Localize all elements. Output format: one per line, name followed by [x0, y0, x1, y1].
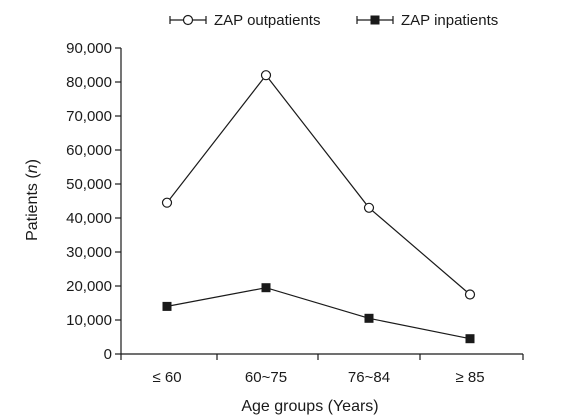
data-point-outpatients — [464, 289, 476, 300]
series-line-0 — [166, 74, 471, 295]
x-tick-label: ≥ 85 — [455, 369, 484, 386]
data-point-inpatients — [465, 334, 475, 344]
legend-marker-inpatients — [370, 15, 380, 25]
y-tick-label: 70,000 — [66, 108, 112, 125]
y-tick-label: 90,000 — [66, 40, 112, 57]
legend-label: ZAP inpatients — [401, 12, 498, 29]
data-point-outpatients — [161, 197, 173, 208]
data-point-inpatients — [364, 313, 374, 323]
y-axis-title-text: Patients ( — [24, 173, 41, 241]
legend-marker-outpatients — [182, 14, 194, 26]
data-point-outpatients — [260, 70, 272, 81]
x-tick-label: 60~75 — [245, 369, 287, 386]
x-tick-label: 76~84 — [348, 369, 390, 386]
y-tick-label: 0 — [104, 346, 112, 363]
y-tick-label: 60,000 — [66, 142, 112, 159]
y-tick-label: 30,000 — [66, 244, 112, 261]
y-tick-label: 10,000 — [66, 312, 112, 329]
data-point-outpatients — [363, 202, 375, 213]
y-axis-title: Patients (n) — [24, 159, 41, 241]
x-tick-label: ≤ 60 — [152, 369, 181, 386]
x-axis: ≤ 60 60~75 76~84 ≥ 85 — [120, 353, 524, 386]
data-point-inpatients — [261, 283, 271, 293]
y-tick-label: 50,000 — [66, 176, 112, 193]
y-axis-title-italic: n — [24, 164, 41, 173]
y-tick-label: 40,000 — [66, 210, 112, 227]
legend: ZAP outpatients ZAP inpatients — [169, 12, 498, 29]
plot-area — [161, 70, 476, 344]
data-point-inpatients — [162, 301, 172, 311]
legend-label: ZAP outpatients — [214, 12, 320, 29]
x-axis-title: Age groups (Years) — [241, 398, 378, 415]
y-tick-label: 80,000 — [66, 74, 112, 91]
series-line-1 — [166, 287, 471, 340]
y-tick-label: 20,000 — [66, 278, 112, 295]
y-axis-title-close: ) — [24, 159, 41, 164]
y-axis: 0 10,000 20,000 30,000 40,000 50,000 60,000 70,… — [66, 40, 122, 363]
